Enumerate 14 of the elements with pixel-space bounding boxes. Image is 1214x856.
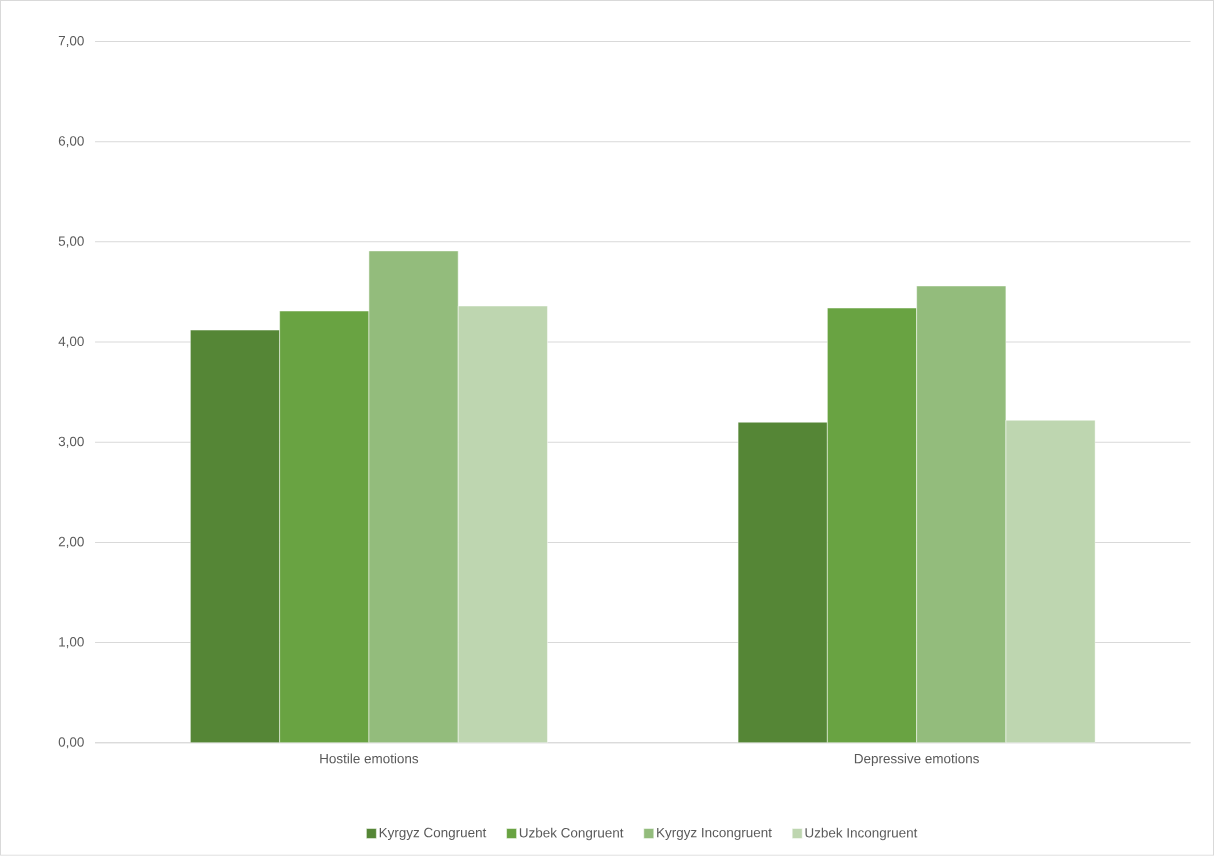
y-tick-label: 4,00 [58,336,84,348]
x-tick-label: Hostile emotions [320,753,419,764]
y-tick-label: 3,00 [58,436,84,448]
y-tick-label: 6,00 [58,136,84,148]
legend-label: Uzbek Congruent [519,827,624,841]
x-tick-label: Depressive emotions [854,753,979,767]
y-tick-label: 1,00 [59,637,84,649]
legend-label: Uzbek Incongruent [805,827,918,841]
y-tick-label: 2,00 [58,536,84,549]
y-tick-label: 7,00 [58,36,84,48]
legend-label: Kyrgyz Congruent [379,827,487,841]
legend-label: Kyrgyz Incongruent [657,827,772,841]
y-tick-label: 0,00 [58,737,84,749]
y-tick-label: 5,00 [58,236,84,248]
